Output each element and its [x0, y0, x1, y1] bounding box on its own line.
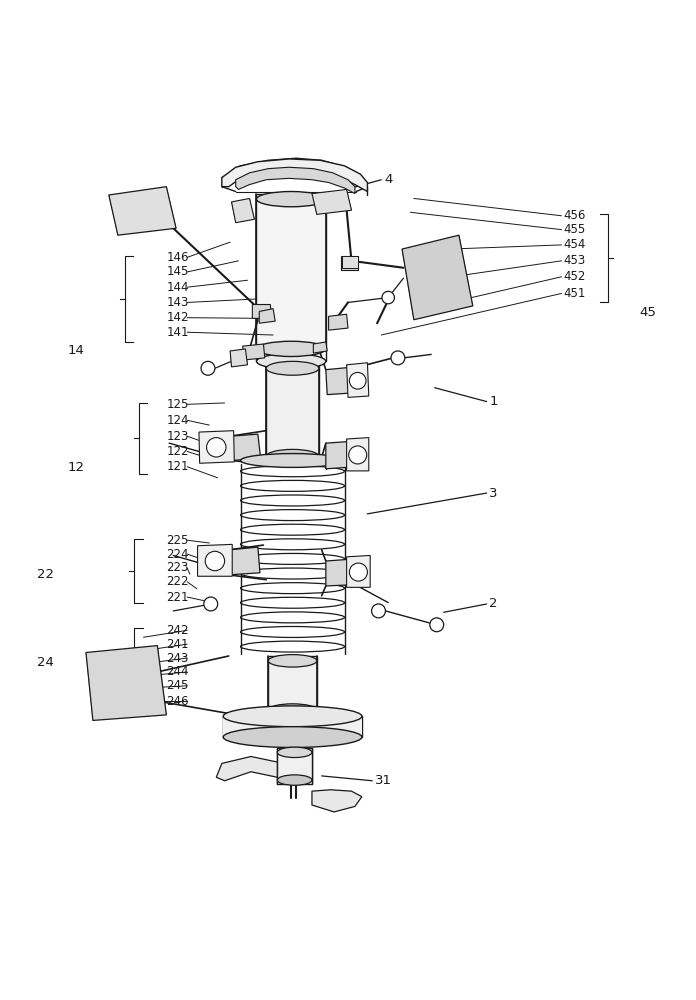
Polygon shape	[313, 342, 327, 353]
Text: 454: 454	[564, 238, 586, 251]
Polygon shape	[268, 656, 317, 715]
Circle shape	[204, 597, 218, 611]
Polygon shape	[347, 438, 369, 471]
Circle shape	[391, 351, 405, 365]
Text: 45: 45	[639, 306, 656, 319]
Polygon shape	[341, 256, 358, 270]
Polygon shape	[253, 305, 271, 318]
Text: 243: 243	[166, 652, 189, 665]
Polygon shape	[230, 434, 261, 460]
Text: 3: 3	[489, 487, 498, 500]
Text: 221: 221	[166, 591, 189, 604]
Polygon shape	[326, 367, 358, 395]
Polygon shape	[312, 790, 362, 812]
Text: 225: 225	[166, 534, 189, 547]
Text: 125: 125	[166, 398, 189, 411]
Text: 124: 124	[166, 414, 189, 427]
Text: 453: 453	[564, 254, 586, 267]
Polygon shape	[326, 559, 356, 586]
Circle shape	[349, 563, 367, 581]
Circle shape	[201, 361, 215, 375]
Ellipse shape	[223, 706, 362, 727]
Polygon shape	[312, 189, 351, 214]
Text: 242: 242	[166, 624, 189, 637]
Circle shape	[382, 291, 395, 304]
Ellipse shape	[277, 747, 312, 758]
Circle shape	[205, 551, 225, 571]
Text: 22: 22	[38, 568, 54, 581]
Text: 31: 31	[375, 774, 392, 787]
Polygon shape	[229, 547, 260, 575]
Text: 144: 144	[166, 281, 189, 294]
Ellipse shape	[268, 655, 317, 667]
Ellipse shape	[268, 704, 317, 716]
Polygon shape	[109, 187, 176, 235]
Ellipse shape	[241, 454, 345, 467]
Text: 141: 141	[166, 326, 189, 339]
Ellipse shape	[266, 449, 319, 463]
Polygon shape	[402, 235, 473, 320]
Circle shape	[372, 604, 386, 618]
Text: 451: 451	[564, 287, 586, 300]
Text: 122: 122	[166, 445, 189, 458]
Text: 4: 4	[384, 173, 393, 186]
Text: 143: 143	[166, 296, 189, 309]
Text: 12: 12	[68, 461, 84, 474]
Text: 146: 146	[166, 251, 189, 264]
Text: 246: 246	[166, 695, 189, 708]
Polygon shape	[216, 756, 277, 781]
Text: 224: 224	[166, 548, 189, 561]
Text: 452: 452	[564, 270, 586, 283]
Ellipse shape	[223, 727, 362, 747]
Text: 142: 142	[166, 311, 189, 324]
Ellipse shape	[257, 354, 326, 369]
Polygon shape	[277, 748, 312, 784]
Text: 1: 1	[489, 395, 498, 408]
Text: 14: 14	[68, 344, 84, 357]
Polygon shape	[198, 544, 232, 576]
Polygon shape	[347, 555, 370, 587]
Polygon shape	[230, 349, 248, 367]
Ellipse shape	[277, 775, 312, 785]
Text: 245: 245	[166, 679, 189, 692]
Polygon shape	[342, 256, 358, 268]
Text: 222: 222	[166, 575, 189, 588]
Polygon shape	[347, 363, 369, 397]
Text: 145: 145	[166, 265, 189, 278]
Polygon shape	[326, 441, 357, 469]
Polygon shape	[223, 716, 362, 737]
Polygon shape	[199, 431, 235, 463]
Text: 24: 24	[38, 656, 54, 669]
Polygon shape	[236, 167, 355, 194]
Polygon shape	[222, 159, 367, 192]
Text: 241: 241	[166, 638, 189, 651]
Text: 123: 123	[166, 430, 189, 443]
Polygon shape	[232, 198, 255, 223]
Polygon shape	[266, 363, 319, 462]
Polygon shape	[329, 314, 348, 330]
Polygon shape	[257, 194, 326, 349]
Circle shape	[207, 438, 226, 457]
Polygon shape	[260, 309, 275, 323]
Text: 223: 223	[166, 561, 189, 574]
Text: 2: 2	[489, 597, 498, 610]
Text: 244: 244	[166, 665, 189, 678]
Ellipse shape	[266, 361, 319, 375]
Ellipse shape	[257, 341, 326, 357]
Polygon shape	[243, 344, 264, 360]
Circle shape	[349, 372, 366, 389]
Ellipse shape	[257, 192, 326, 207]
Text: 455: 455	[564, 223, 586, 236]
Text: 456: 456	[564, 209, 586, 222]
Text: 121: 121	[166, 460, 189, 473]
Circle shape	[430, 618, 443, 632]
Polygon shape	[86, 646, 166, 720]
Circle shape	[349, 446, 367, 464]
